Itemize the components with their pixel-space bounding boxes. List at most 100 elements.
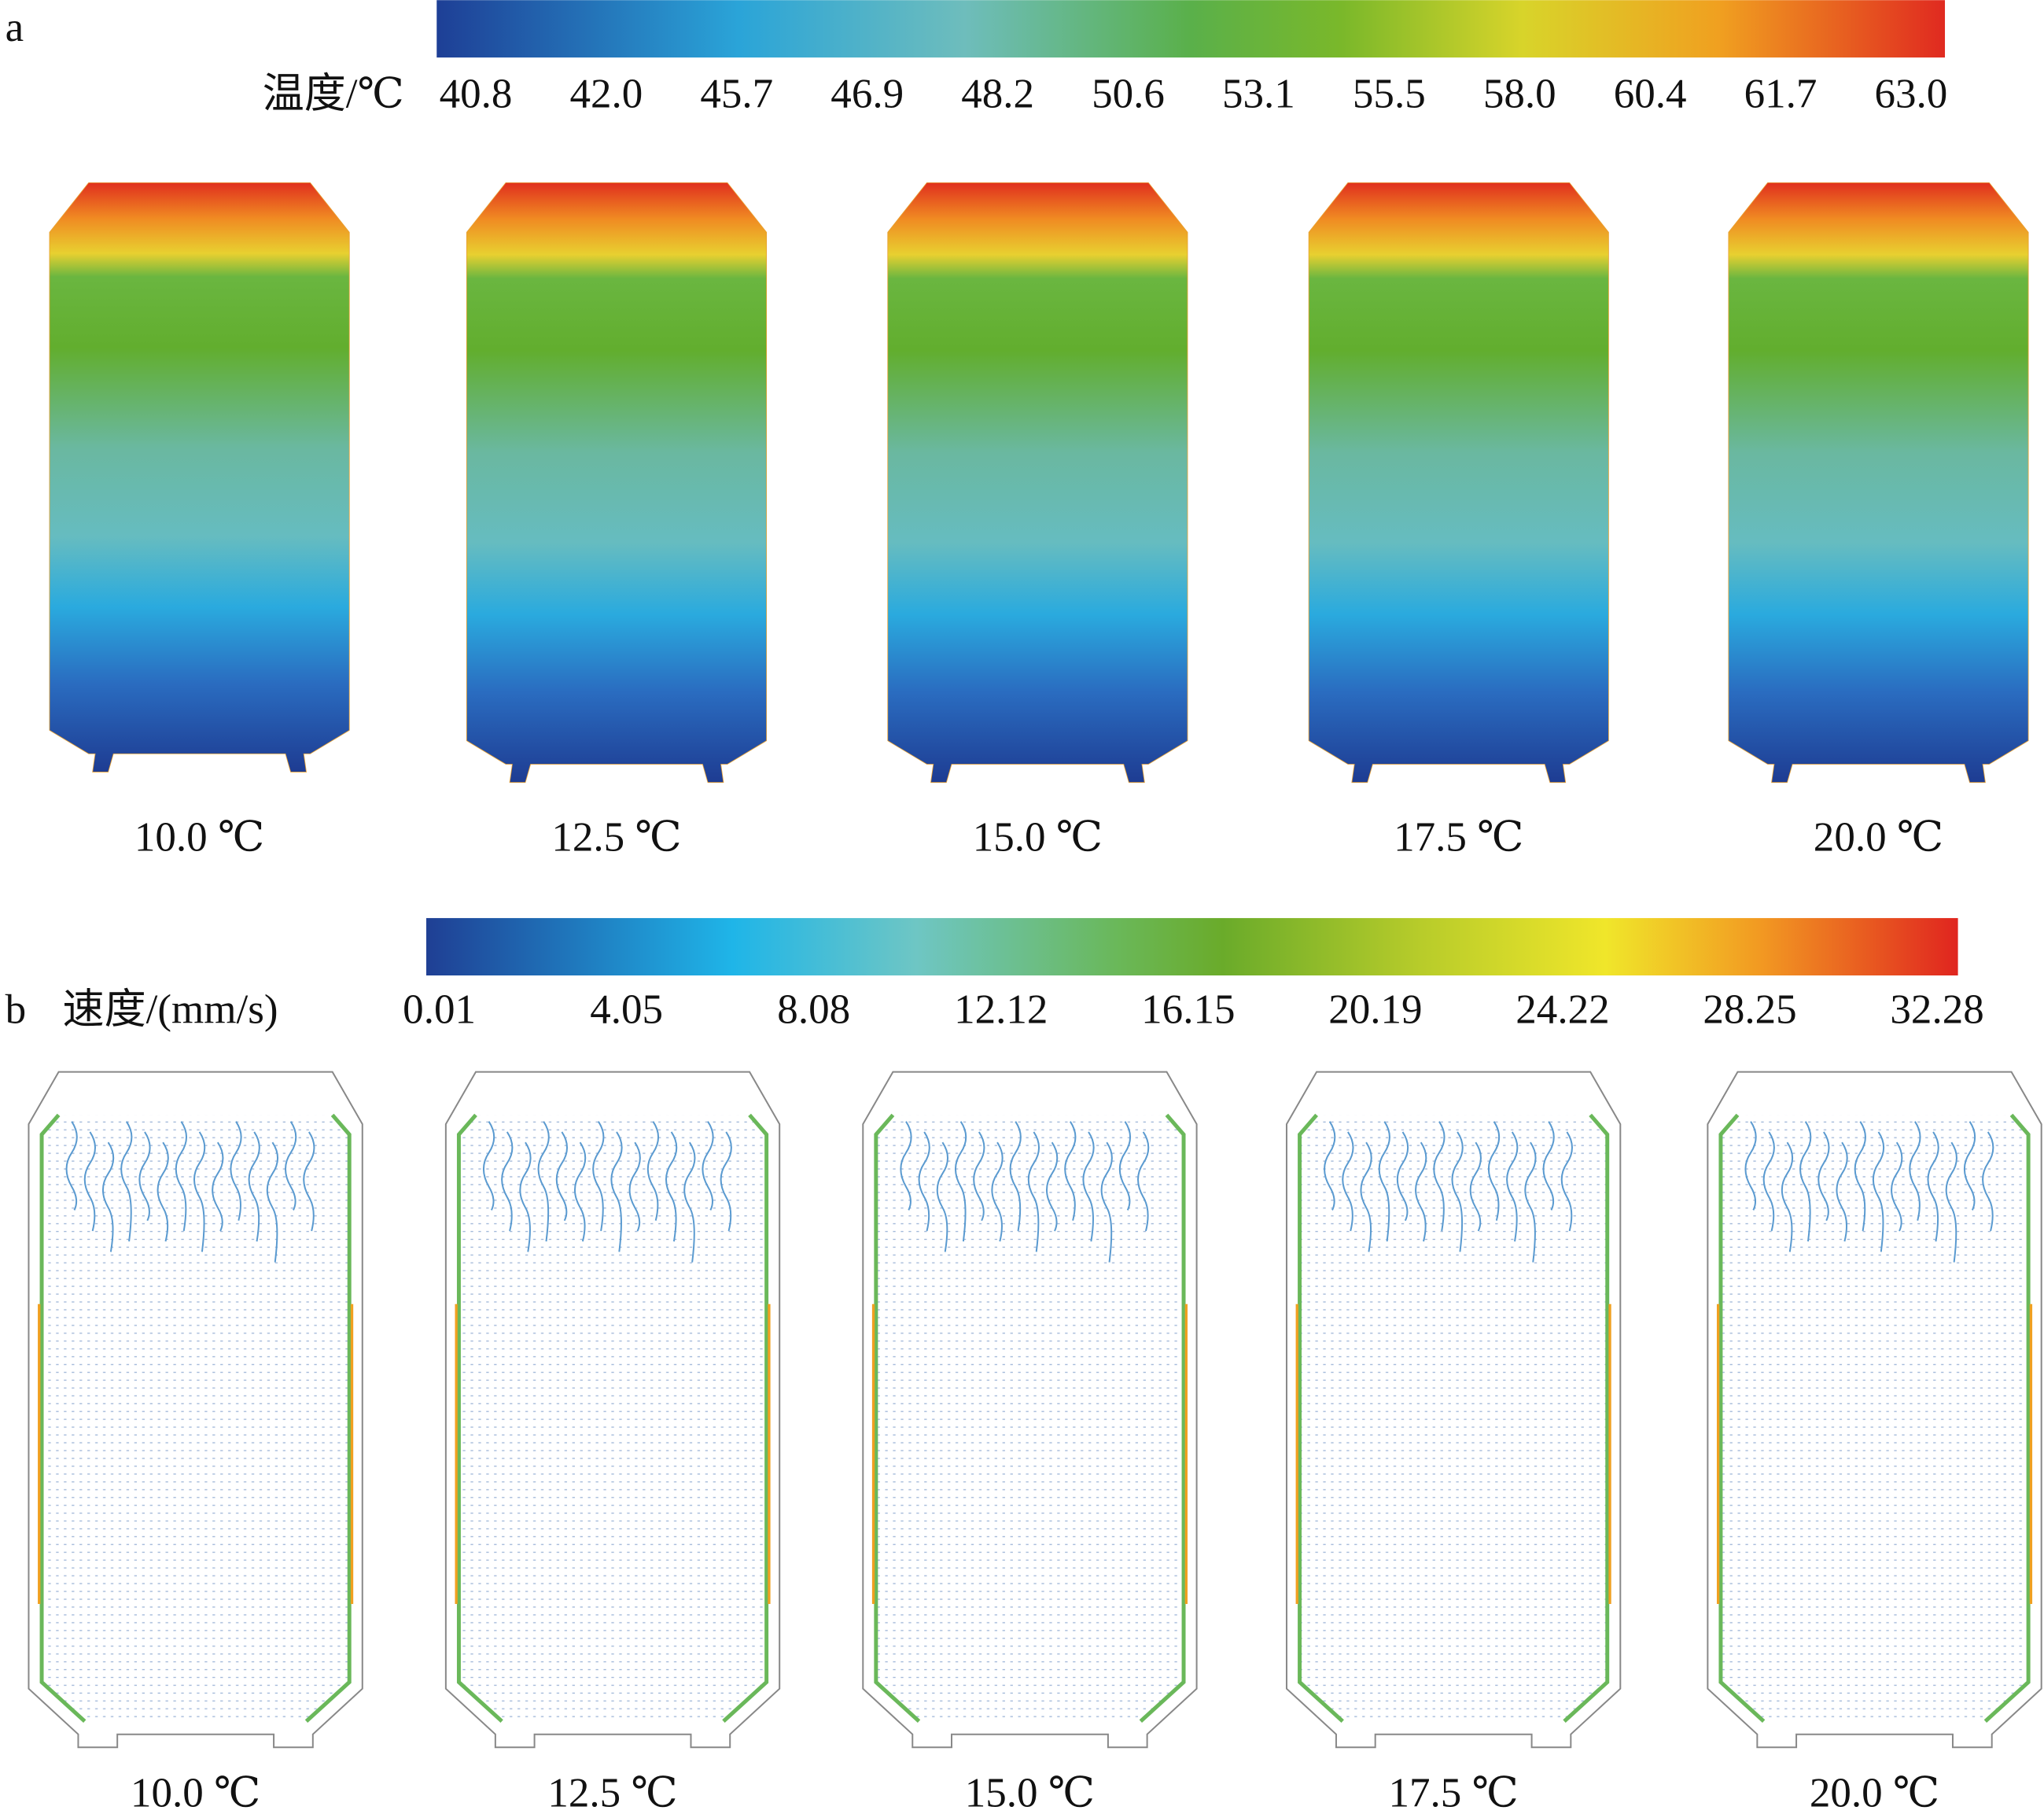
vortex: [1818, 1131, 1830, 1222]
vortex: [193, 1131, 206, 1252]
vortex: [1836, 1141, 1848, 1242]
velocity-field: [1299, 1115, 1608, 1722]
case-label: 17.5 ℃: [1388, 1770, 1518, 1814]
panel-label: b: [6, 986, 27, 1032]
vortex: [157, 1141, 169, 1242]
temperature-field: [887, 182, 1188, 783]
vortex: [1118, 1121, 1132, 1211]
velocity-field: [42, 1115, 350, 1722]
vortex: [936, 1141, 949, 1252]
vortex: [1469, 1141, 1482, 1232]
vortex: [1451, 1131, 1464, 1252]
wall-flow: [874, 1113, 921, 1723]
colorbar-tick-label: 55.5: [1353, 72, 1426, 117]
wall-flow: [456, 1113, 503, 1723]
temperature-field: [49, 182, 350, 772]
colorbar-tick-label: 42.0: [569, 72, 643, 117]
vortex: [482, 1121, 495, 1211]
vortex: [101, 1141, 115, 1252]
vortex: [1891, 1141, 1903, 1232]
vortex: [1945, 1141, 1957, 1263]
vortex: [1396, 1131, 1409, 1222]
case-label: 17.5 ℃: [1394, 814, 1523, 860]
vortex: [266, 1141, 279, 1263]
colorbar-tick-label: 16.15: [1141, 986, 1235, 1032]
tank-outline: [862, 1071, 1198, 1749]
colorbar-a: [436, 0, 1946, 58]
panel-label: a: [6, 5, 24, 50]
case-label: 12.5 ℃: [547, 1770, 677, 1814]
vortex: [1342, 1131, 1354, 1232]
vortex: [991, 1141, 1004, 1242]
vortex: [555, 1131, 569, 1222]
vortex: [1324, 1121, 1336, 1211]
vortex: [537, 1121, 550, 1242]
wall-flow: [1563, 1113, 1610, 1723]
vortex: [1909, 1121, 1921, 1221]
vortex: [1781, 1141, 1794, 1252]
wall-flow: [1718, 1113, 1766, 1723]
vortex: [1560, 1131, 1573, 1232]
vortex: [230, 1121, 242, 1221]
colorbar-tick-label: 61.7: [1744, 72, 1818, 117]
colorbar-tick-label: 48.2: [961, 72, 1034, 117]
colorbar-label: 速度/(mm/s): [63, 986, 278, 1032]
colorbar-tick-label: 4.05: [590, 986, 663, 1032]
colorbar-tick-label: 58.0: [1483, 72, 1556, 117]
vortex: [285, 1121, 297, 1211]
vortex: [573, 1141, 587, 1242]
temperature-field: [466, 182, 768, 783]
colorbar-tick-label: 50.6: [1092, 72, 1165, 117]
vortex: [1046, 1141, 1059, 1232]
colorbar-b: [426, 918, 1958, 976]
vortex: [610, 1131, 623, 1252]
vortex: [900, 1121, 912, 1211]
vortex: [918, 1131, 930, 1232]
tank-outline: [1285, 1071, 1622, 1749]
vortex: [720, 1131, 732, 1232]
vortex: [83, 1131, 96, 1232]
colorbar-tick-label: 63.0: [1875, 72, 1948, 117]
vortex: [120, 1121, 133, 1242]
colorbar-tick-label: 40.8: [440, 72, 513, 117]
vortex: [138, 1131, 151, 1222]
vortex: [1360, 1141, 1372, 1252]
vortex: [1487, 1121, 1501, 1221]
vortex: [1524, 1141, 1537, 1263]
wall-flow: [304, 1113, 352, 1723]
vortex: [702, 1121, 714, 1211]
case-label: 10.0 ℃: [134, 814, 264, 860]
vortex: [1799, 1121, 1812, 1242]
colorbar-tick-label: 60.4: [1614, 72, 1687, 117]
vortex: [973, 1131, 985, 1222]
colorbar-tick-label: 0.01: [403, 986, 476, 1032]
vortex: [1542, 1121, 1555, 1211]
vortex: [1963, 1121, 1976, 1211]
tanks: [28, 182, 2042, 1749]
vortex: [1872, 1131, 1885, 1252]
colorbar-tick-label: 20.19: [1328, 986, 1422, 1032]
colorbar-tick-label: 12.12: [954, 986, 1048, 1032]
vortex: [1762, 1131, 1775, 1232]
vortex: [1854, 1121, 1866, 1232]
vortex: [65, 1121, 78, 1211]
temperature-field: [1728, 182, 2029, 783]
case-label: 20.0 ℃: [1814, 814, 1943, 860]
temperature-field: [1308, 182, 1609, 783]
vortex: [1982, 1131, 1994, 1232]
vortex: [683, 1141, 696, 1263]
colorbar-label: 温度/℃: [263, 72, 404, 117]
tank-outline: [1707, 1071, 2042, 1749]
vortex: [1744, 1121, 1757, 1211]
colorbar-tick-label: 24.22: [1516, 986, 1609, 1032]
vortex: [592, 1121, 605, 1232]
vortex: [665, 1131, 678, 1242]
vortex: [1506, 1131, 1519, 1242]
colorbar-tick-label: 46.9: [830, 72, 904, 117]
vortex: [519, 1141, 532, 1252]
vortex: [1378, 1121, 1390, 1242]
vortex: [954, 1121, 967, 1242]
colorbar-tick-label: 8.08: [777, 986, 850, 1032]
